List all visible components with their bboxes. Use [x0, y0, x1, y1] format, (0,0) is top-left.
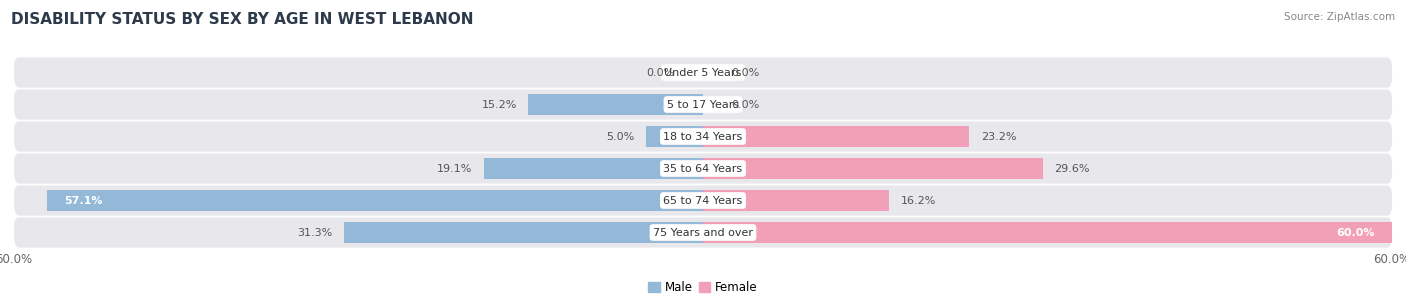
Bar — [343, 222, 703, 243]
Bar — [703, 158, 1043, 179]
Bar — [48, 190, 703, 211]
Legend: Male, Female: Male, Female — [644, 276, 762, 299]
Bar — [645, 126, 703, 147]
Text: 15.2%: 15.2% — [482, 99, 517, 109]
Text: 35 to 64 Years: 35 to 64 Years — [664, 163, 742, 174]
Bar — [529, 94, 703, 115]
Text: 23.2%: 23.2% — [981, 131, 1017, 142]
Text: 5 to 17 Years: 5 to 17 Years — [666, 99, 740, 109]
FancyBboxPatch shape — [14, 153, 1392, 184]
Bar — [703, 190, 889, 211]
FancyBboxPatch shape — [14, 217, 1392, 248]
FancyBboxPatch shape — [14, 185, 1392, 216]
Bar — [484, 158, 703, 179]
Bar — [703, 222, 1392, 243]
Text: Source: ZipAtlas.com: Source: ZipAtlas.com — [1284, 12, 1395, 22]
Text: 65 to 74 Years: 65 to 74 Years — [664, 196, 742, 206]
Text: 31.3%: 31.3% — [297, 228, 332, 238]
Text: 0.0%: 0.0% — [731, 67, 761, 77]
FancyBboxPatch shape — [14, 89, 1392, 120]
Text: 0.0%: 0.0% — [645, 67, 675, 77]
Text: 5.0%: 5.0% — [606, 131, 634, 142]
Text: 16.2%: 16.2% — [900, 196, 936, 206]
Text: 18 to 34 Years: 18 to 34 Years — [664, 131, 742, 142]
FancyBboxPatch shape — [14, 57, 1392, 88]
Text: 29.6%: 29.6% — [1054, 163, 1090, 174]
Text: Under 5 Years: Under 5 Years — [665, 67, 741, 77]
Text: 19.1%: 19.1% — [437, 163, 472, 174]
Text: 57.1%: 57.1% — [65, 196, 103, 206]
Bar — [703, 126, 969, 147]
Text: DISABILITY STATUS BY SEX BY AGE IN WEST LEBANON: DISABILITY STATUS BY SEX BY AGE IN WEST … — [11, 12, 474, 27]
Text: 0.0%: 0.0% — [731, 99, 761, 109]
FancyBboxPatch shape — [14, 121, 1392, 152]
Text: 75 Years and over: 75 Years and over — [652, 228, 754, 238]
Text: 60.0%: 60.0% — [1336, 228, 1375, 238]
